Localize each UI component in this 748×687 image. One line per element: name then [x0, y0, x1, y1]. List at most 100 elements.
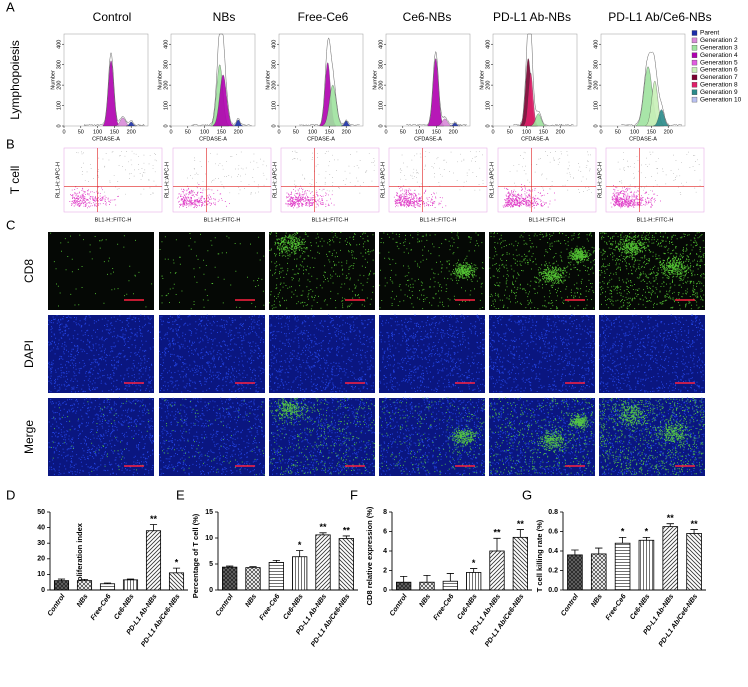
- y-axis-label: RL1-H::APC-H: [55, 162, 61, 198]
- y-tick-label: 200: [485, 81, 491, 90]
- legend-swatch: [691, 96, 698, 103]
- nuclei: [379, 397, 485, 476]
- nuclei: [379, 314, 485, 393]
- histogram-outline: [191, 33, 252, 127]
- y-tick-label: 400: [485, 40, 491, 49]
- row-label: Merge: [22, 420, 36, 454]
- cd8-signal: [269, 397, 375, 475]
- event-dots: [69, 186, 119, 209]
- histogram-peak: [340, 120, 352, 127]
- y-axis-label: Proliferation index: [75, 522, 84, 589]
- y-tick-label: 4: [383, 548, 387, 555]
- legend-label: Parent: [700, 30, 719, 37]
- y-axis-label: Percentage of T cell (%): [191, 513, 200, 598]
- row-label: Lymphopoiesis: [8, 40, 22, 120]
- y-tick-label: 300: [593, 60, 599, 69]
- x-tick-label: 100: [522, 129, 531, 135]
- histogram-frame: [170, 33, 256, 127]
- scatter-frame: [63, 147, 163, 213]
- error-bar: [149, 524, 158, 531]
- histogram-peak: [102, 60, 120, 127]
- y-tick-label: 200: [271, 81, 277, 90]
- y-axis-label: Number: [587, 70, 593, 90]
- error-bar: [470, 568, 478, 573]
- y-tick-label: 100: [378, 101, 384, 110]
- y-tick-label: 200: [56, 81, 62, 90]
- x-tick-label: NBs: [418, 593, 432, 609]
- y-tick-label: 0: [593, 124, 599, 127]
- error-bar: [400, 575, 408, 583]
- row-label: DAPI: [22, 340, 36, 368]
- legend-label: Generation 4: [700, 52, 738, 59]
- histogram-peak: [449, 122, 460, 127]
- error-bar: [666, 523, 674, 527]
- x-tick-label: Free-Ce6: [433, 593, 456, 622]
- x-tick-label: Ce6-NBs: [282, 593, 305, 621]
- histogram-frame: [492, 33, 578, 127]
- histogram-frame: [278, 33, 364, 127]
- x-axis-label: BL1-H::FITC-H: [204, 217, 241, 223]
- x-tick-label: 100: [308, 129, 317, 135]
- x-tick-label: 0: [62, 129, 65, 135]
- micrograph: [269, 232, 375, 310]
- error-bar: [103, 582, 112, 584]
- x-axis-label: CFDASE-A: [92, 136, 120, 142]
- bar: [53, 580, 70, 591]
- error-bar: [595, 547, 603, 554]
- y-axis-label: RL1-H::APC-H: [380, 162, 386, 198]
- y-axis-label: RL1-H::APC-H: [597, 162, 603, 198]
- error-bar: [446, 573, 454, 582]
- panel-label: E: [176, 487, 185, 502]
- bar: [419, 581, 435, 591]
- x-axis-label: BL1-H::FITC-H: [312, 217, 349, 223]
- bar: [222, 566, 238, 591]
- micrograph: [159, 232, 265, 310]
- bar: [245, 567, 261, 591]
- histogram-peak: [530, 113, 547, 127]
- error-bar: [342, 535, 350, 539]
- y-tick-label: 50: [37, 509, 45, 516]
- row-label: T cell: [8, 166, 22, 194]
- bar: [145, 530, 162, 591]
- x-tick-label: 50: [507, 129, 513, 135]
- y-tick-label: 0: [163, 124, 169, 127]
- significance-label: *: [645, 527, 649, 537]
- panel-label: G: [522, 487, 532, 502]
- column-header: PD-L1 Ab/Ce6-NBs: [608, 10, 711, 24]
- legend-label: Generation 3: [700, 45, 738, 52]
- y-axis-label: RL1-H::APC-H: [489, 162, 495, 198]
- error-bar: [423, 574, 431, 583]
- y-tick-label: 2: [383, 567, 387, 574]
- significance-label: *: [298, 540, 302, 550]
- error-bar: [57, 578, 66, 581]
- x-tick-label: 200: [342, 129, 351, 135]
- y-tick-label: 100: [593, 101, 599, 110]
- y-tick-label: 0.8: [548, 509, 558, 516]
- error-bar: [319, 532, 327, 535]
- histogram-peak: [126, 121, 137, 127]
- legend-swatch: [691, 30, 698, 36]
- y-tick-label: 0: [485, 124, 491, 127]
- nuclei: [269, 314, 375, 393]
- error-bar: [249, 566, 257, 568]
- error-bar: [272, 559, 280, 563]
- x-axis-label: BL1-H::FITC-H: [637, 217, 674, 223]
- x-tick-label: 0: [277, 129, 280, 135]
- histogram-outline: [621, 51, 682, 127]
- y-axis-label: RL1-H::APC-H: [164, 162, 170, 198]
- significance-label: *: [472, 558, 476, 568]
- x-tick-label: 150: [432, 129, 441, 135]
- cd8-signal: [50, 398, 150, 472]
- x-tick-label: NBs: [76, 593, 90, 609]
- column-header: Free-Ce6: [298, 10, 349, 24]
- legend-label: Generation 9: [700, 89, 738, 96]
- y-tick-label: 0.0: [548, 587, 558, 594]
- cd8-signal: [379, 397, 485, 476]
- micrograph: [379, 398, 485, 476]
- cd8-signal: [489, 231, 595, 310]
- significance-label: **: [691, 519, 699, 529]
- x-tick-label: 100: [415, 129, 424, 135]
- scatter-frame: [605, 147, 705, 213]
- significance-label: **: [343, 525, 351, 535]
- bar: [614, 542, 631, 591]
